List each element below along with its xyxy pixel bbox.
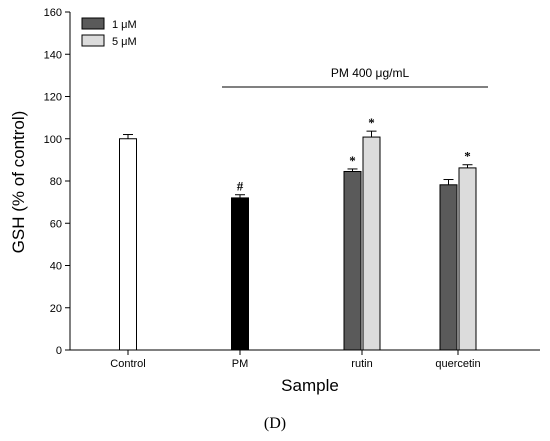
legend-swatch [81, 17, 105, 30]
bar [343, 170, 362, 351]
legend-label: 1 μM [112, 19, 137, 31]
plot-area: 0 20 40 60 80 100 120 140 160 Control PM rutin querc… [44, 7, 540, 370]
significance-mark: * [349, 153, 356, 168]
x-tick-label: PM [232, 358, 249, 370]
significance-mark: * [464, 149, 471, 164]
x-tick-label: rutin [351, 358, 372, 370]
annotation-label: PM 400 μg/mL [331, 66, 410, 80]
x-tick-label: quercetin [435, 358, 480, 370]
y-tick-label: 140 [44, 49, 62, 61]
bar [458, 167, 477, 351]
bar [231, 197, 249, 351]
y-tick-label: 0 [56, 345, 62, 357]
y-tick-label: 40 [50, 261, 62, 273]
x-axis-title: Sample [281, 376, 339, 395]
y-tick-label: 80 [50, 176, 62, 188]
figure-caption: (D) [264, 415, 286, 432]
y-tick-label: 60 [50, 218, 62, 230]
y-tick-label: 20 [50, 303, 62, 315]
y-tick-label: 160 [44, 7, 62, 19]
significance-mark: # [237, 179, 244, 194]
bar [439, 184, 458, 351]
bar [362, 136, 381, 351]
y-axis-title: GSH (% of control) [9, 111, 28, 254]
bar [119, 138, 137, 351]
y-tick-label: 120 [44, 92, 62, 104]
legend-swatch [81, 34, 105, 47]
x-tick-label: Control [110, 358, 145, 370]
legend-label: 5 μM [112, 36, 137, 48]
significance-mark: * [368, 115, 375, 130]
y-tick-label: 100 [44, 134, 62, 146]
